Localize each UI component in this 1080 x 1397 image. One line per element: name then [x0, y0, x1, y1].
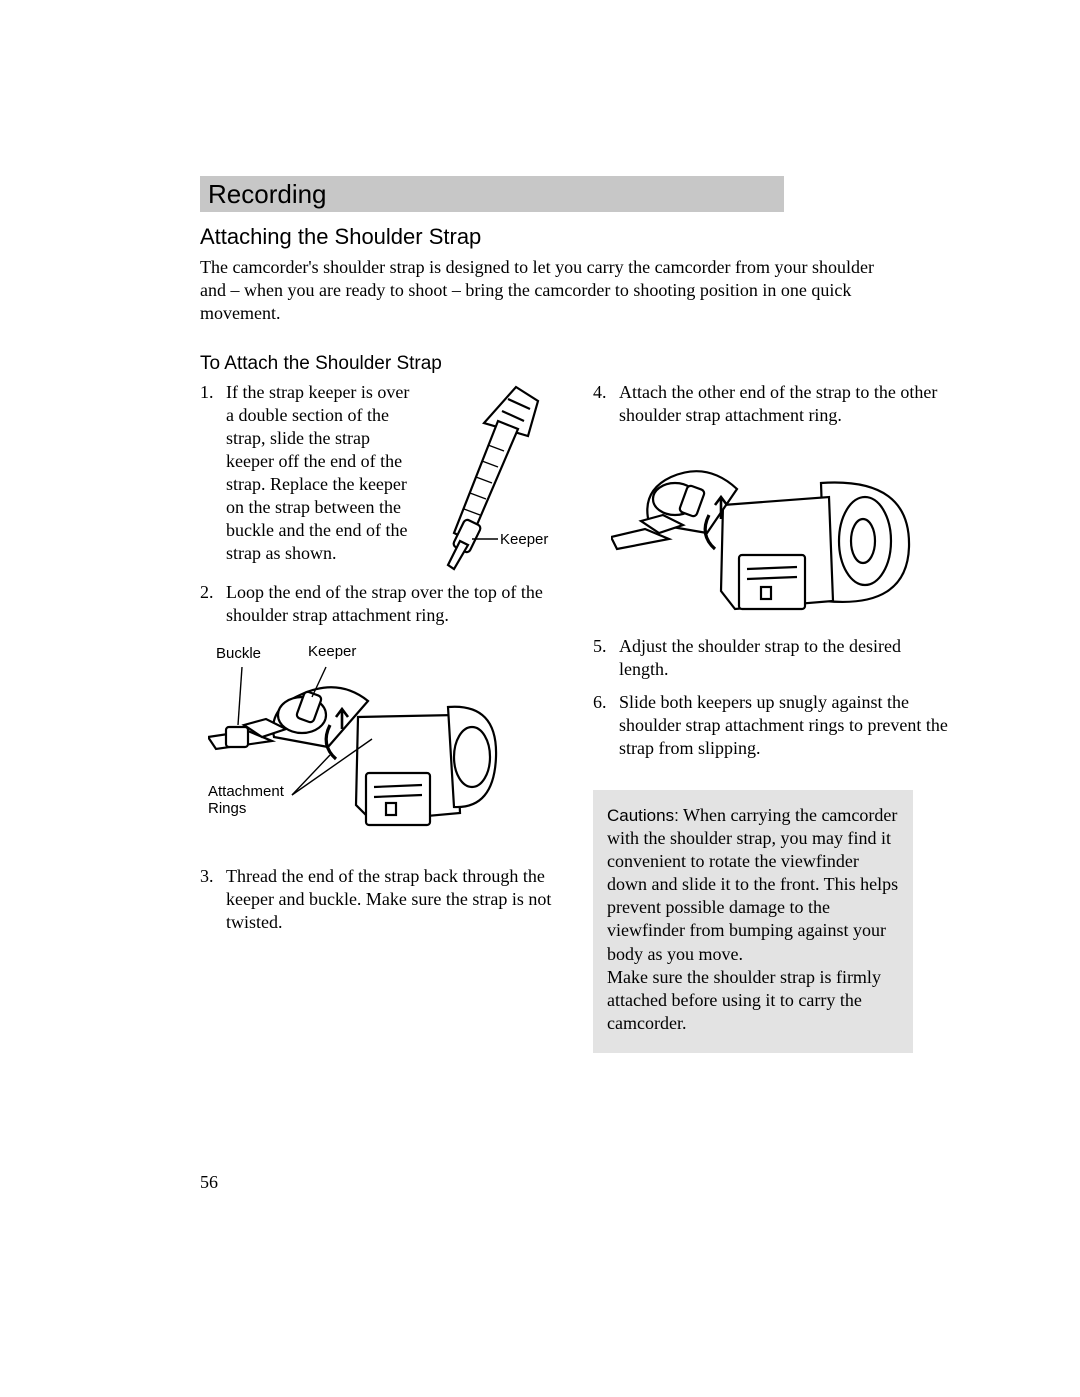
label-keeper-2: Keeper: [308, 643, 356, 660]
label-buckle: Buckle: [216, 645, 261, 662]
section-title: Recording: [208, 179, 327, 210]
step-text: Thread the end of the strap back through…: [226, 865, 557, 934]
step-text: If the strap keeper is over a double sec…: [226, 381, 412, 571]
figure-other-ring: [611, 437, 911, 627]
label-keeper: Keeper: [500, 530, 548, 549]
subheading: To Attach the Shoulder Strap: [200, 353, 950, 375]
label-attachment-rings: Attachment Rings: [208, 783, 284, 817]
step-1: 1. If the strap keeper is over a double …: [200, 381, 557, 571]
page-number: 56: [200, 1172, 218, 1193]
right-steps: 4. Attach the other end of the strap to …: [593, 381, 950, 427]
step-4: 4. Attach the other end of the strap to …: [593, 381, 950, 427]
two-column-layout: 1. If the strap keeper is over a double …: [200, 381, 950, 1053]
step-number: 1.: [200, 381, 226, 571]
section-bar: Recording: [200, 176, 784, 212]
step-text: Loop the end of the strap over the top o…: [226, 581, 557, 627]
step-text: Attach the other end of the strap to the…: [619, 381, 950, 427]
caution-box: Cautions: When carrying the camcorder wi…: [593, 790, 913, 1052]
step-number: 5.: [593, 635, 619, 681]
figure-attachment-ring: Buckle Keeper Attachment Rings: [208, 637, 498, 847]
step-2: 2. Loop the end of the strap over the to…: [200, 581, 557, 627]
figure-strap-keeper: Keeper: [420, 381, 540, 571]
caution-paragraph-2: Make sure the shoulder strap is firmly a…: [607, 966, 899, 1035]
step-text: Slide both keepers up snugly against the…: [619, 691, 950, 760]
step-number: 4.: [593, 381, 619, 427]
intro-paragraph: The camcorder's shoulder strap is design…: [200, 256, 890, 325]
right-column: 4. Attach the other end of the strap to …: [593, 381, 950, 1053]
manual-page: Recording Attaching the Shoulder Strap T…: [0, 0, 1080, 1397]
left-steps-cont: 3. Thread the end of the strap back thro…: [200, 865, 557, 934]
left-steps: 1. If the strap keeper is over a double …: [200, 381, 557, 627]
caution-body-1: When carrying the camcorder with the sho…: [607, 805, 898, 963]
right-steps-cont: 5. Adjust the shoulder strap to the desi…: [593, 635, 950, 760]
step-3: 3. Thread the end of the strap back thro…: [200, 865, 557, 934]
camcorder-side-illustration: [611, 437, 911, 627]
page-heading: Attaching the Shoulder Strap: [200, 224, 950, 250]
step-6: 6. Slide both keepers up snugly against …: [593, 691, 950, 760]
step-text: Adjust the shoulder strap to the desired…: [619, 635, 950, 681]
step-number: 3.: [200, 865, 226, 934]
step-5: 5. Adjust the shoulder strap to the desi…: [593, 635, 950, 681]
step-number: 6.: [593, 691, 619, 760]
caution-title: Cautions:: [607, 806, 679, 825]
caution-paragraph-1: Cautions: When carrying the camcorder wi…: [607, 804, 899, 965]
step-number: 2.: [200, 581, 226, 627]
left-column: 1. If the strap keeper is over a double …: [200, 381, 557, 1053]
